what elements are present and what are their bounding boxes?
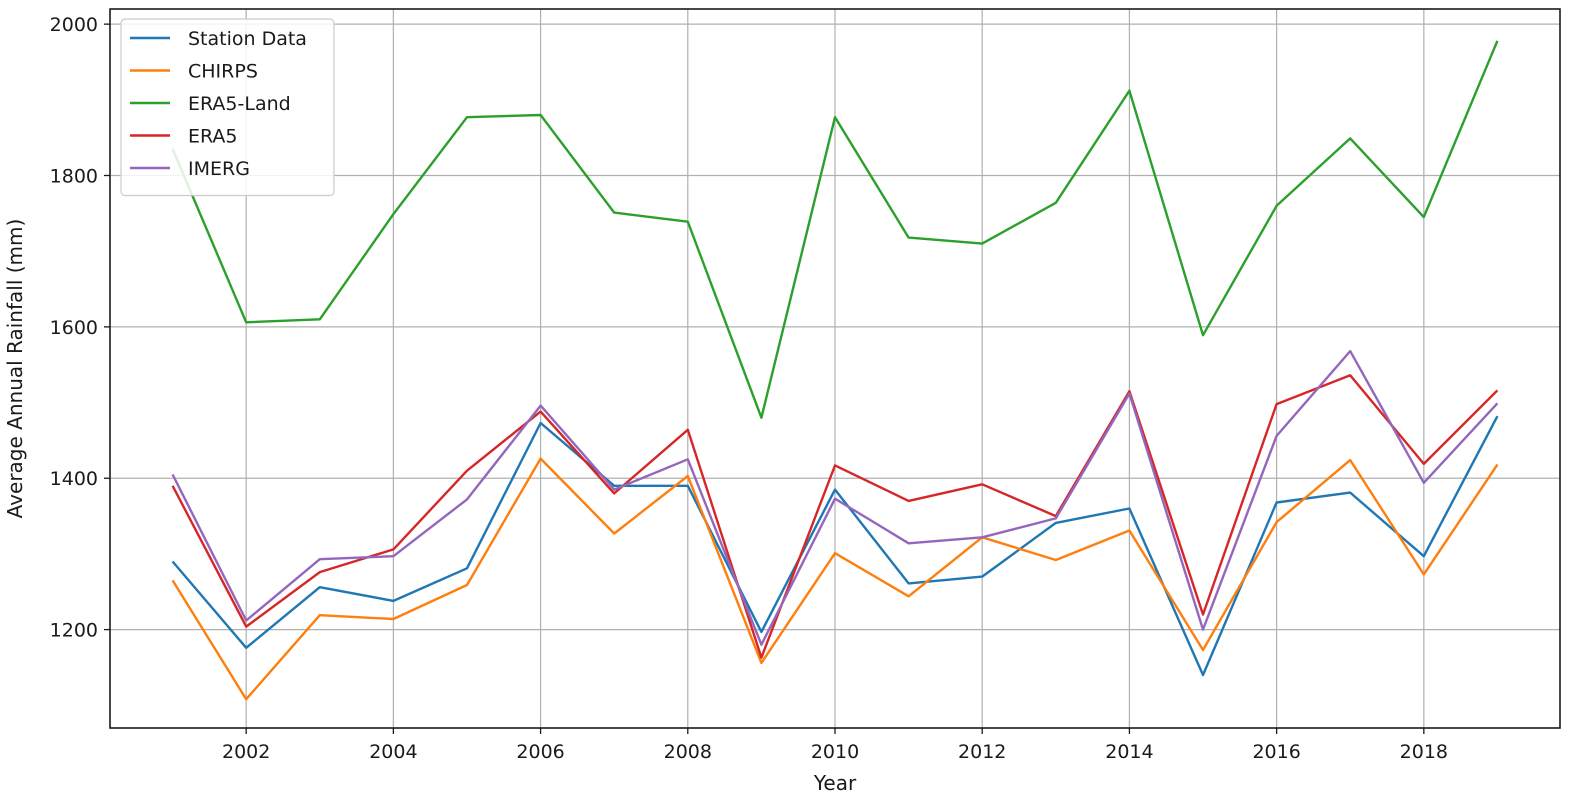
x-tick-label: 2010 [811, 741, 859, 763]
x-tick-label: 2004 [369, 741, 417, 763]
legend-label-chirps: CHIRPS [188, 61, 258, 83]
x-tick-label: 2016 [1252, 741, 1300, 763]
series-lines [171, 40, 1499, 701]
x-tick-label: 2018 [1400, 741, 1448, 763]
axis-ticks: 2002 2004 2006 2008 2010 2012 2014 2016 2018 1200… [50, 14, 1448, 763]
legend-label-era5-land: ERA5-Land [188, 93, 291, 115]
y-axis-label: Average Annual Rainfall (mm) [3, 219, 27, 519]
series-line-chirps [171, 457, 1499, 701]
legend-label-imerg: IMERG [188, 158, 250, 180]
x-tick-label: 2014 [1105, 741, 1153, 763]
x-tick-label: 2006 [516, 741, 564, 763]
x-tick-label: 2012 [958, 741, 1006, 763]
y-tick-label: 2000 [50, 14, 98, 36]
legend: Station Data CHIRPS ERA5-Land ERA5 IMERG [120, 18, 335, 197]
legend-label-station-data: Station Data [188, 28, 307, 50]
series-line-era5-land [171, 40, 1499, 419]
x-axis-label: Year [813, 771, 857, 795]
y-tick-label: 1400 [50, 468, 98, 490]
legend-box [120, 18, 335, 197]
x-tick-label: 2002 [222, 741, 270, 763]
legend-label-era5: ERA5 [188, 126, 238, 148]
grid-lines [110, 9, 1560, 728]
y-tick-label: 1800 [50, 166, 98, 188]
series-line-imerg [171, 349, 1499, 646]
y-tick-label: 1200 [50, 620, 98, 642]
y-tick-label: 1600 [50, 317, 98, 339]
series-line-era5 [171, 374, 1499, 659]
x-tick-label: 2008 [664, 741, 712, 763]
series-line-station-data [171, 415, 1499, 677]
